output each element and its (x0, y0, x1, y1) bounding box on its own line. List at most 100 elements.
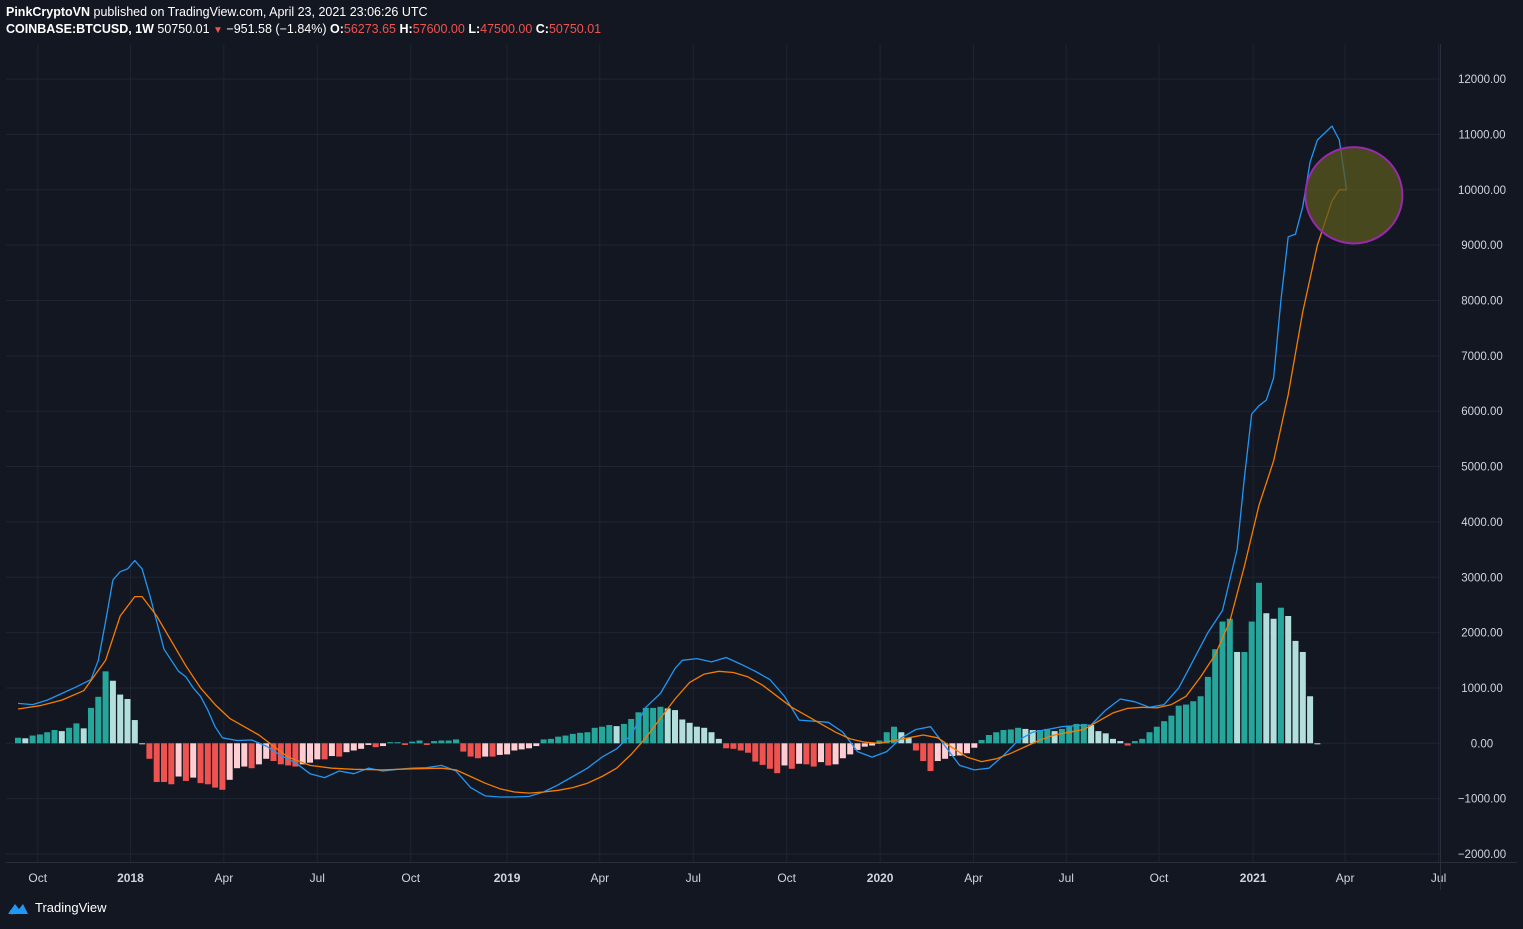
histogram-bar (832, 743, 839, 765)
histogram-bar (44, 732, 51, 744)
histogram-bar (504, 743, 511, 755)
y-tick-label: 2000.00 (1461, 628, 1503, 640)
y-tick-label: 8000.00 (1461, 296, 1503, 308)
histogram-bar (343, 743, 350, 753)
histogram-bar (1066, 725, 1073, 744)
histogram-bar (109, 680, 116, 744)
histogram-bar (591, 727, 598, 744)
histogram-bar (701, 727, 708, 744)
macd-chart[interactable]: 12000.00 11000.00 10000.00 9000.00 8000.00 70… (6, 44, 1517, 890)
high-value: 57600.00 (412, 22, 465, 36)
histogram-bar (657, 706, 664, 744)
histogram-bar (1190, 701, 1197, 744)
histogram-bar (1131, 741, 1138, 744)
histogram-bar (1168, 715, 1175, 744)
histogram-bar (715, 738, 722, 744)
histogram-bar (139, 743, 146, 745)
histogram-bar (1219, 621, 1226, 744)
histogram-bar (1073, 723, 1080, 744)
histogram-bar (1037, 730, 1043, 744)
histogram-bar (22, 738, 29, 744)
histogram-bar (1175, 705, 1182, 744)
histogram-bar (905, 737, 912, 744)
histogram-bar (1058, 728, 1065, 744)
histogram-bar (672, 710, 678, 744)
x-tick-label: 2020 (867, 871, 894, 885)
histogram-bar (321, 743, 328, 760)
histogram-bar (15, 737, 21, 744)
histogram-bar (876, 740, 883, 744)
histogram-bar (95, 696, 102, 744)
histogram-bar (642, 707, 649, 744)
histogram-bar (606, 725, 613, 744)
x-tick-label: Jul (686, 871, 701, 885)
histogram-bar (161, 743, 167, 783)
histogram-bar (620, 723, 627, 744)
histogram-bar (350, 743, 357, 751)
histogram-bar (358, 743, 365, 749)
histogram-bar (1285, 615, 1292, 744)
histogram-bar (204, 743, 211, 785)
histogram-bar (445, 740, 452, 744)
y-tick-label: 3000.00 (1461, 572, 1503, 584)
macd-line (17, 125, 1348, 798)
histogram-bar (1241, 651, 1248, 744)
x-tick-label: Oct (401, 871, 420, 885)
histogram-bar (1007, 729, 1014, 744)
histogram-bar (1080, 723, 1087, 744)
tradingview-logo-icon[interactable] (6, 901, 30, 915)
histogram-bar (788, 743, 795, 769)
histogram-bar (934, 743, 941, 762)
histogram-bar (891, 726, 897, 744)
histogram-bar (1139, 738, 1146, 744)
open-label: O: (329, 22, 344, 36)
histogram-bar (1307, 696, 1314, 744)
x-tick-label: Apr (964, 871, 983, 885)
histogram-bar (985, 734, 992, 744)
histogram-bar (102, 671, 109, 744)
histogram-bar (540, 739, 547, 744)
histogram-bar (431, 741, 438, 744)
histogram-bar (1044, 728, 1051, 744)
histogram-bar (547, 738, 554, 744)
histogram-bar (730, 743, 737, 749)
histogram-bar (766, 743, 773, 769)
histogram-bar (124, 699, 131, 744)
histogram-bar (1234, 651, 1241, 744)
y-tick-label: −1000.00 (1458, 794, 1506, 806)
histogram-bar (394, 742, 401, 744)
histogram-bar (1161, 721, 1168, 744)
histogram-bar (854, 743, 861, 750)
tradingview-brand[interactable]: TradingView (35, 900, 107, 915)
histogram-bar (927, 743, 934, 771)
price-change: −951.58 (−1.84%) (226, 22, 327, 36)
histogram-bar (58, 731, 65, 744)
y-tick-label: 4000.00 (1461, 517, 1503, 529)
y-tick-label: 10000.00 (1458, 185, 1506, 197)
histogram-bar (314, 743, 321, 760)
author-name[interactable]: PinkCryptoVN (6, 5, 91, 19)
histogram-bar (226, 743, 233, 780)
histogram-bar (423, 743, 430, 745)
x-tick-label: 2019 (494, 871, 521, 885)
histogram-bar (942, 743, 949, 759)
histogram-bar (839, 743, 846, 759)
x-tick-label: Jul (310, 871, 325, 885)
histogram-bar (993, 732, 1000, 744)
x-tick-label: Oct (777, 871, 796, 885)
histogram-bar (1204, 676, 1211, 744)
histogram-bar (1256, 582, 1262, 744)
histogram-bar (1292, 640, 1299, 744)
histogram-bar (883, 732, 890, 744)
x-tick-label: Apr (1336, 871, 1355, 885)
histogram-bar (182, 743, 189, 781)
histogram-bar (569, 733, 576, 744)
histogram-bar (803, 743, 810, 765)
histogram-bar (153, 743, 160, 783)
histogram-bar (1270, 618, 1277, 744)
chart-area[interactable]: 12000.00 11000.00 10000.00 9000.00 8000.00 70… (6, 44, 1517, 890)
y-tick-label: 0.00 (1471, 738, 1493, 750)
histogram-bar (533, 743, 540, 747)
histogram-bar (438, 740, 445, 744)
histogram-bar (577, 732, 584, 744)
